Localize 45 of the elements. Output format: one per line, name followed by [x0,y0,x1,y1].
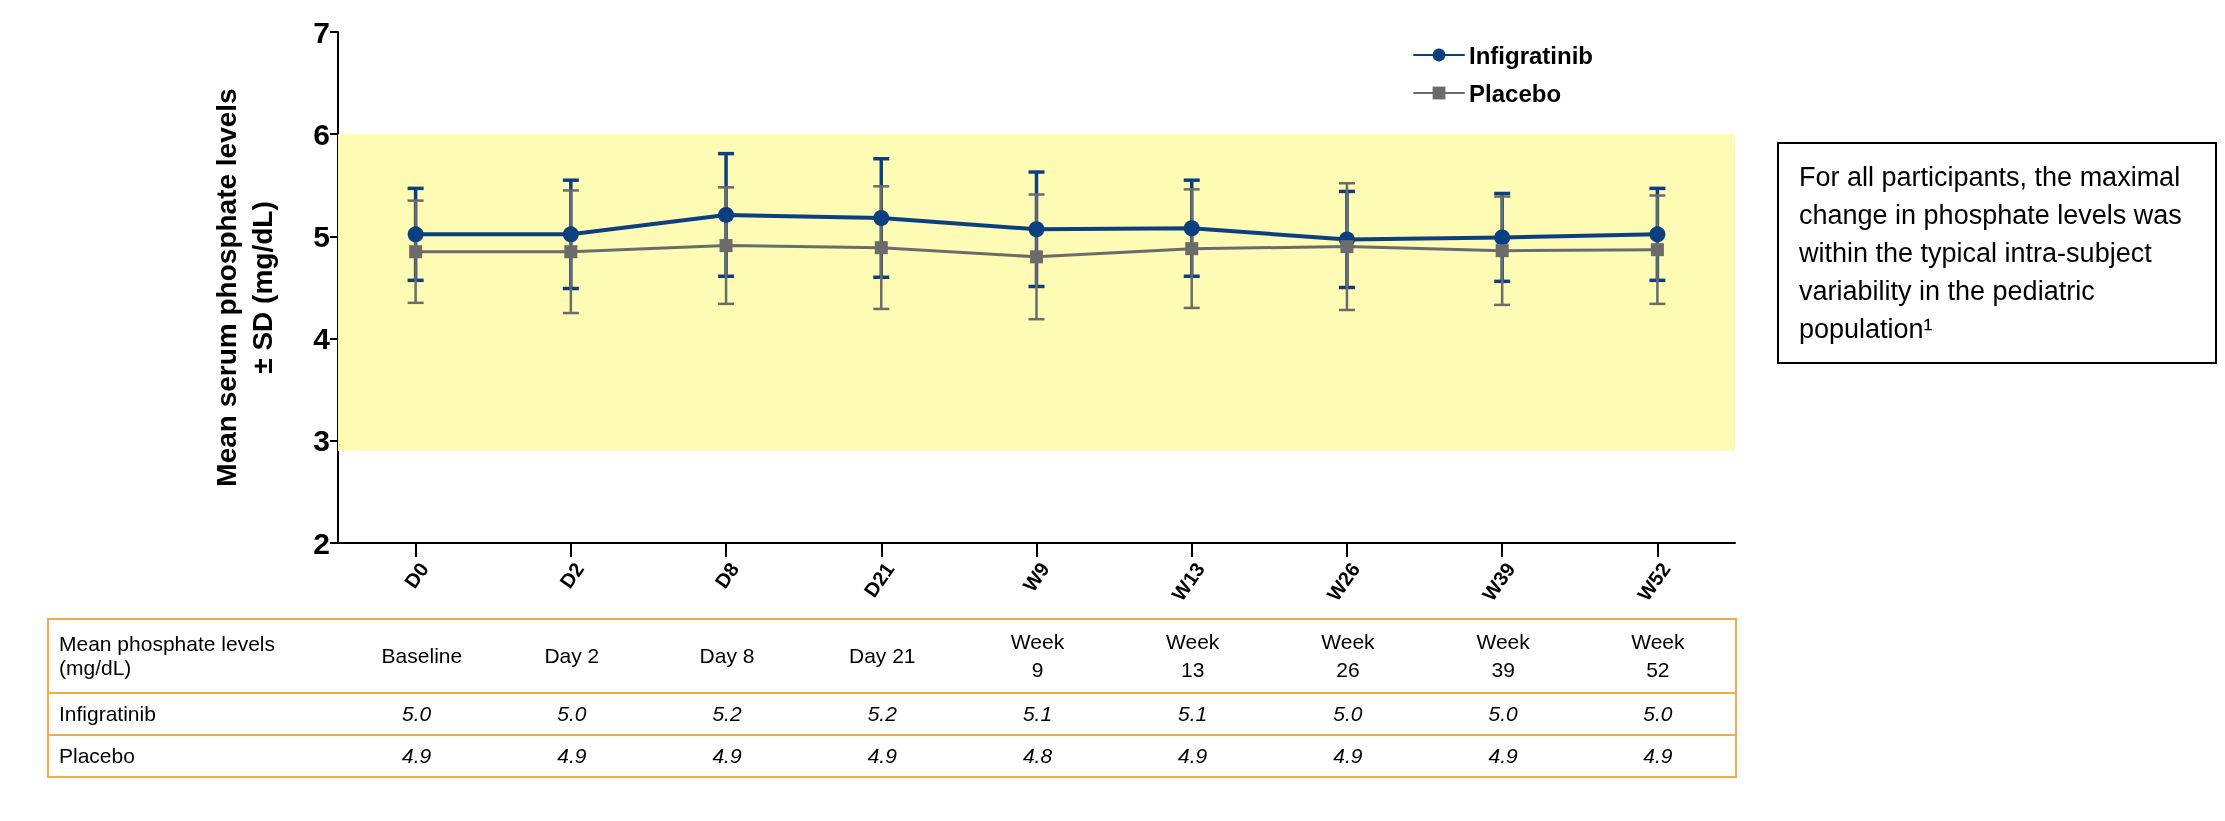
x-tick-label: D2 [555,558,589,592]
x-tick-label: W9 [1018,558,1054,596]
data-label: 5.0 [1580,693,1736,735]
y-tick-label: 4 [313,322,331,356]
text: Day 21 [848,643,916,669]
data-label: 5.2 [649,693,805,735]
text: Infigratinib [59,702,156,725]
data-label: 5.0 [1270,693,1426,735]
data-label: 5.0 [494,693,650,735]
text: Placebo [59,744,135,767]
data-label: 4.9 [649,735,805,777]
x-tick-label: D8 [710,558,744,592]
y-tick-label: 6 [313,117,330,151]
text: Week 9 [1009,629,1066,683]
text: Week 39 [1475,629,1531,683]
y-axis-title: Mean serum phosphate levels ± SD (mg/dL) [210,88,278,487]
y-tick-label: 2 [313,526,330,560]
y-tick-label: 7 [313,15,330,49]
data-label: 4.9 [1270,735,1426,777]
data-label: 4.9 [1115,735,1271,777]
data-label: 4.9 [804,735,960,777]
x-tick-label: D21 [859,558,899,602]
y-tick-label: 3 [313,424,330,458]
text: Week 26 [1320,629,1376,683]
text: Day 8 [699,643,755,669]
data-label: 4.9 [494,735,650,777]
data-label: 5.2 [804,693,960,735]
data-label: 4.9 [339,735,495,777]
text: Day 2 [544,643,600,669]
data-label: 4.9 [1580,735,1736,777]
y-tick-label: 5 [313,219,330,253]
data-label: 5.0 [1425,693,1581,735]
legend-label: Infigratinib [1469,41,1593,69]
data-label: 5.0 [339,693,495,735]
text: Baseline [381,643,463,669]
note-box: For all participants, the maximal change in phosphate levels was within the typical intra-subject variability in the pediatric population¹ [1777,142,2217,364]
text: Week 52 [1630,629,1686,683]
x-tick-label: D0 [400,558,433,592]
data-label: 5.1 [1115,693,1271,735]
text: Mean phosphate levels (mg/dL) [59,632,276,680]
legend-label: Placebo [1469,79,1562,107]
data-label: 5.1 [959,693,1116,735]
data-label: 4.9 [1425,735,1581,777]
data-label: 4.8 [959,735,1116,777]
text: Week 13 [1165,629,1221,683]
